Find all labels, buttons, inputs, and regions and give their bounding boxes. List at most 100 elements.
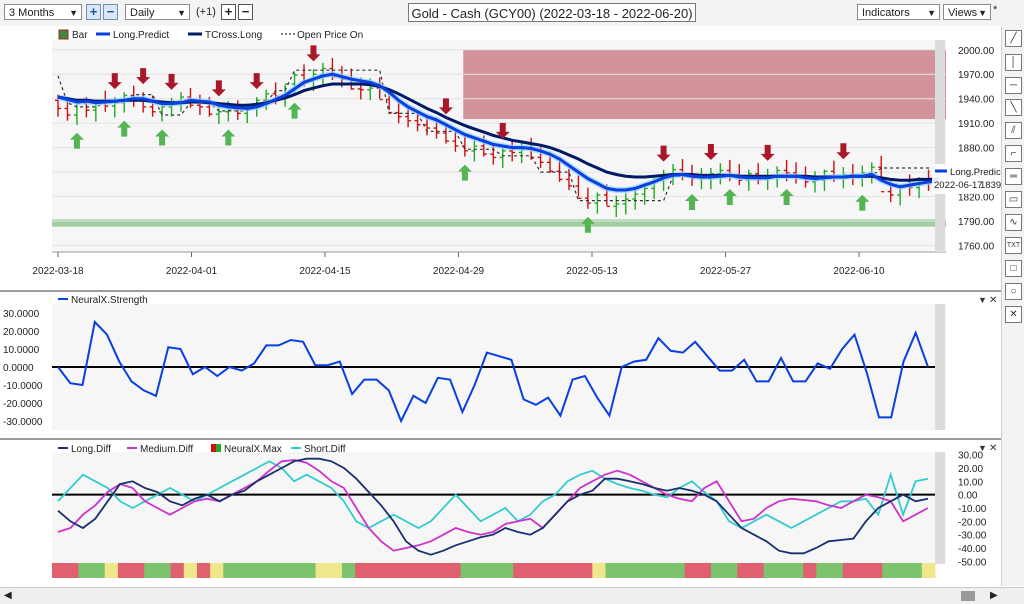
sell-arrow-icon	[211, 80, 226, 97]
vertical-line-icon[interactable]: │	[1005, 54, 1022, 71]
circle-icon[interactable]: ○	[1005, 283, 1022, 300]
y-tick-label: 30.00	[958, 451, 983, 462]
neuralx-max-cell	[473, 563, 488, 578]
neuralx-max-cell	[671, 563, 686, 578]
remove-symbol-button[interactable]: −	[238, 4, 253, 20]
neuralx-max-cell	[170, 563, 185, 578]
buy-arrow-icon	[69, 132, 84, 149]
wave-icon[interactable]: ∿	[1005, 214, 1022, 231]
legend-neuralx-max: NeuralX.Max	[224, 444, 282, 455]
diff-panel[interactable]: 30.00 20.00 10.00 0.00 -10.00 -20.00 -30.00 -40…	[0, 438, 1001, 587]
y-tick-label: -10.0000	[3, 381, 43, 392]
buy-arrow-icon	[457, 164, 472, 181]
neuralx-max-cell	[855, 563, 870, 578]
add-symbol-button[interactable]: +	[221, 4, 236, 20]
close-icon: ✕	[989, 295, 997, 306]
y-tick-label: 1880.00	[958, 144, 995, 155]
y-tick-label: 20.0000	[3, 327, 40, 338]
price-bar	[565, 168, 572, 191]
neuralx-max-cell	[763, 563, 778, 578]
neuralx-max-cell	[341, 563, 356, 578]
y-tick-label: 1970.00	[958, 70, 995, 81]
close-icon: ✕	[989, 443, 997, 454]
y-tick-label: 20.00	[958, 464, 983, 475]
price-bar	[622, 193, 629, 215]
views-select[interactable]: Views ▼	[943, 4, 991, 20]
neuralx-max-cell	[869, 563, 883, 578]
line-tool-icon[interactable]: ╱	[1005, 30, 1022, 47]
neuralx-max-cell	[592, 563, 607, 578]
indicators-label: Indicators	[862, 7, 910, 19]
price-bar	[509, 140, 516, 162]
neuralx-max-cell	[579, 563, 593, 578]
neuralx-max-cell	[500, 563, 514, 578]
neuralx-max-cell	[552, 563, 567, 578]
y-tick-label: -10.00	[958, 504, 987, 515]
neuralx-max-cell	[724, 563, 738, 578]
neuralx-max-cell	[658, 563, 672, 578]
series-long-diff	[57, 457, 929, 556]
strength-panel[interactable]: 30.0000 20.0000 10.0000 0.0000 -10.0000 -20.0…	[0, 290, 1001, 436]
scroll-right-icon[interactable]: ▶	[990, 590, 998, 601]
vertical-scroll-strip	[935, 40, 945, 252]
neuralx-max-cell	[882, 563, 896, 578]
neuralx-max-cell	[52, 563, 66, 578]
y-tick-label: 10.00	[958, 477, 983, 488]
neuralx-max-cell	[328, 563, 343, 578]
plot-area	[52, 452, 946, 564]
y-tick-label: 10.0000	[3, 345, 40, 356]
y-tick-label: -30.00	[958, 531, 987, 542]
resistance-zone	[463, 49, 946, 120]
neuralx-max-cell	[645, 563, 659, 578]
scroll-left-icon[interactable]: ◀	[4, 590, 12, 601]
chevron-down-icon: ▼	[177, 8, 186, 18]
neuralx-max-cell	[78, 563, 93, 578]
sell-arrow-icon	[136, 68, 151, 85]
price-bar	[471, 139, 478, 162]
price-bar	[499, 146, 506, 169]
neuralx-max-cell	[91, 563, 106, 578]
bracket-icon[interactable]: ⌐	[1005, 145, 1022, 162]
horizontal-scrollbar[interactable]: ◀ ▶	[0, 587, 1024, 604]
annotation-name: Long.Predict	[950, 167, 1001, 178]
top-toolbar: 3 Months ▼ + − Daily ▼ (+1) + − Gold - Cas…	[0, 0, 1024, 27]
x-tick-label: 2022-05-27	[700, 266, 752, 277]
text-tool-icon[interactable]: TXT	[1005, 237, 1022, 254]
sell-arrow-icon	[249, 73, 264, 90]
sell-arrow-icon	[703, 144, 718, 161]
channel-icon[interactable]: ⫽	[1005, 122, 1022, 139]
chevron-down-icon: ▼	[978, 8, 987, 18]
x-tick-label: 2022-04-29	[433, 266, 485, 277]
ray-icon[interactable]: ╲	[1005, 99, 1022, 116]
legend-bar-icon	[58, 29, 69, 40]
delete-icon[interactable]: ✕	[1005, 306, 1022, 323]
neuralx-max-cell	[368, 563, 382, 578]
parallel-icon[interactable]: ═	[1005, 168, 1022, 185]
scroll-thumb[interactable]	[961, 591, 975, 601]
x-tick-label: 2022-06-10	[833, 266, 885, 277]
chart-title: Gold - Cash (GCY00) (2022-03-18 - 2022-0…	[408, 3, 696, 22]
indicators-select[interactable]: Indicators ▼	[857, 4, 940, 20]
legend-long-predict: Long.Predict	[113, 30, 169, 41]
buy-arrow-icon	[155, 129, 170, 146]
neuralx-max-cell	[381, 563, 396, 578]
y-tick-label: 0.0000	[3, 363, 34, 374]
sell-arrow-icon	[760, 144, 775, 161]
rectangle-icon[interactable]: □	[1005, 260, 1022, 277]
price-chart[interactable]: 2000.001970.001940.001910.001880.001850.…	[0, 26, 1001, 288]
y-tick-label: 1820.00	[958, 193, 995, 204]
neuralx-max-cell	[210, 563, 224, 578]
zoom-in-button[interactable]: +	[86, 4, 101, 20]
zoom-out-button[interactable]: −	[103, 4, 118, 20]
sell-arrow-icon	[306, 45, 321, 62]
interval-select[interactable]: Daily ▼	[125, 4, 190, 20]
comment-icon[interactable]: ▭	[1005, 191, 1022, 208]
neuralx-max-cell	[289, 563, 303, 578]
neuralx-max-cell	[355, 563, 369, 578]
series-long-predict	[57, 72, 939, 192]
neuralx-max-cell	[895, 563, 910, 578]
neuralx-max-cell	[684, 563, 699, 578]
horizontal-line-icon[interactable]: ─	[1005, 77, 1022, 94]
range-select[interactable]: 3 Months ▼	[4, 4, 82, 20]
x-tick-label: 2022-04-15	[299, 266, 351, 277]
